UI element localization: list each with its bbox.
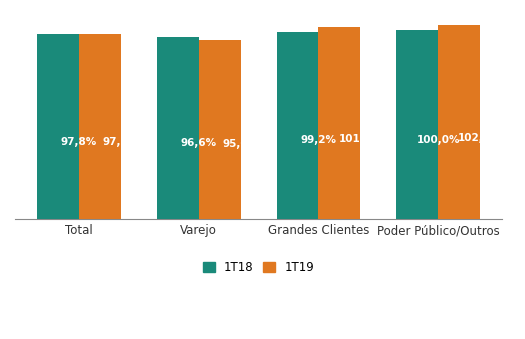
Text: 97,7%: 97,7% bbox=[103, 137, 139, 147]
Text: 102,6%: 102,6% bbox=[458, 133, 502, 143]
Bar bbox=[199, 40, 240, 219]
Bar bbox=[79, 35, 121, 219]
Bar bbox=[277, 32, 318, 219]
Bar bbox=[37, 34, 79, 219]
Text: 101,4%: 101,4% bbox=[339, 134, 382, 144]
Text: 97,8%: 97,8% bbox=[61, 137, 97, 146]
Bar bbox=[396, 30, 438, 219]
Text: 96,6%: 96,6% bbox=[181, 138, 217, 147]
Bar bbox=[318, 27, 360, 219]
Legend: 1T18, 1T19: 1T18, 1T19 bbox=[198, 256, 319, 279]
Text: 95,0%: 95,0% bbox=[223, 139, 259, 149]
Bar bbox=[157, 37, 199, 219]
Text: 100,0%: 100,0% bbox=[416, 135, 460, 145]
Bar bbox=[438, 25, 480, 219]
Text: 99,2%: 99,2% bbox=[300, 136, 337, 145]
